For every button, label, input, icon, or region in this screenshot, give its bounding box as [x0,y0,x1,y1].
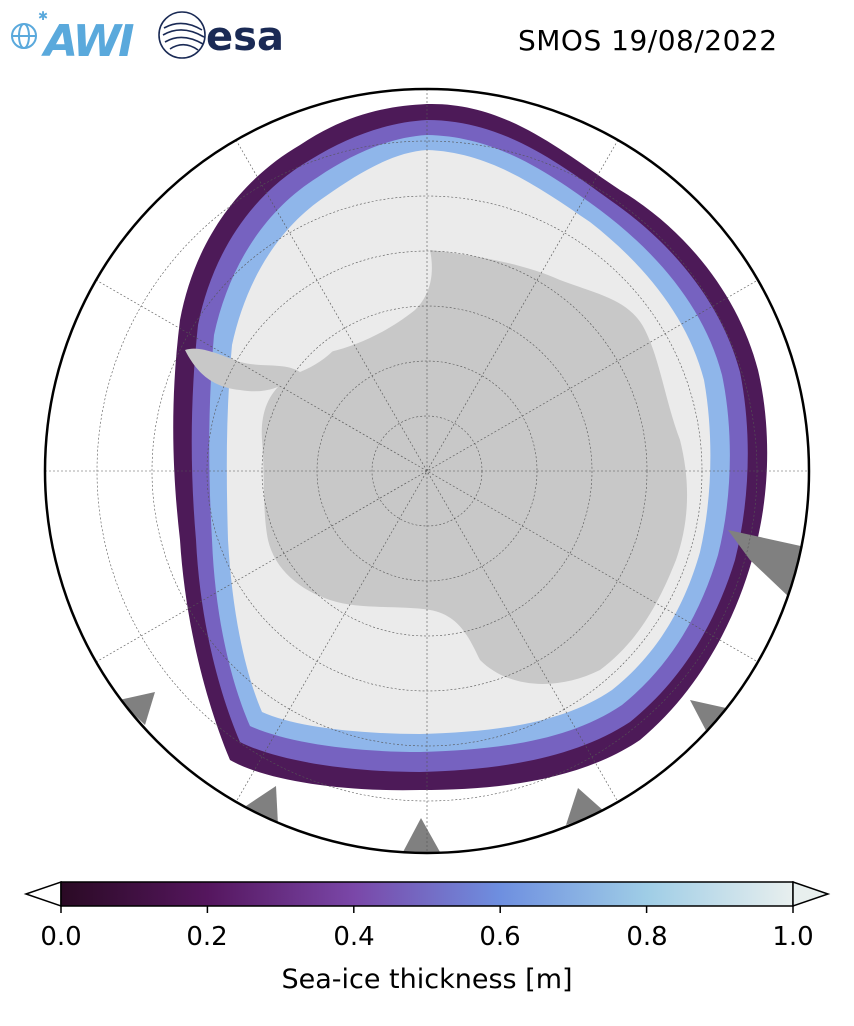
colorbar-tick-label: 0.0 [40,922,82,952]
no-data-wedge-sw [119,692,155,725]
antarctica-land [261,250,688,684]
no-data-wedge-sse [566,788,605,825]
colorbar-ticks [60,906,794,913]
ross-ice-shelf [330,250,432,352]
graticule [45,89,809,853]
svg-text:✱: ✱ [38,9,48,23]
awi-logo: ✱ AWI [6,6,146,67]
svg-text:AWI: AWI [41,16,134,62]
map-title: SMOS 19/08/2022 [518,24,778,57]
colorbar-label: Sea-ice thickness [m] [281,964,573,995]
esa-logo: esa [158,8,308,68]
colorbar-extend-max [792,880,831,908]
colorbar-tick-label: 1.0 [772,922,814,952]
colorbar-gradient [60,881,794,907]
no-data-wedge-east [728,530,809,598]
svg-text:esa: esa [206,14,284,60]
colorbar-tick-label: 0.6 [479,922,521,952]
no-data-wedge-s [403,818,440,852]
colorbar-tick-label: 0.4 [333,922,375,952]
colorbar-extend-min [23,880,62,908]
polar-map [43,87,811,855]
map-boundary [43,87,811,855]
colorbar-tick-label: 0.8 [626,922,668,952]
no-data-wedge-ssw [246,786,278,825]
colorbar-tick-label: 0.2 [186,922,228,952]
colorbar [23,880,831,913]
antarctic-peninsula [185,348,300,392]
